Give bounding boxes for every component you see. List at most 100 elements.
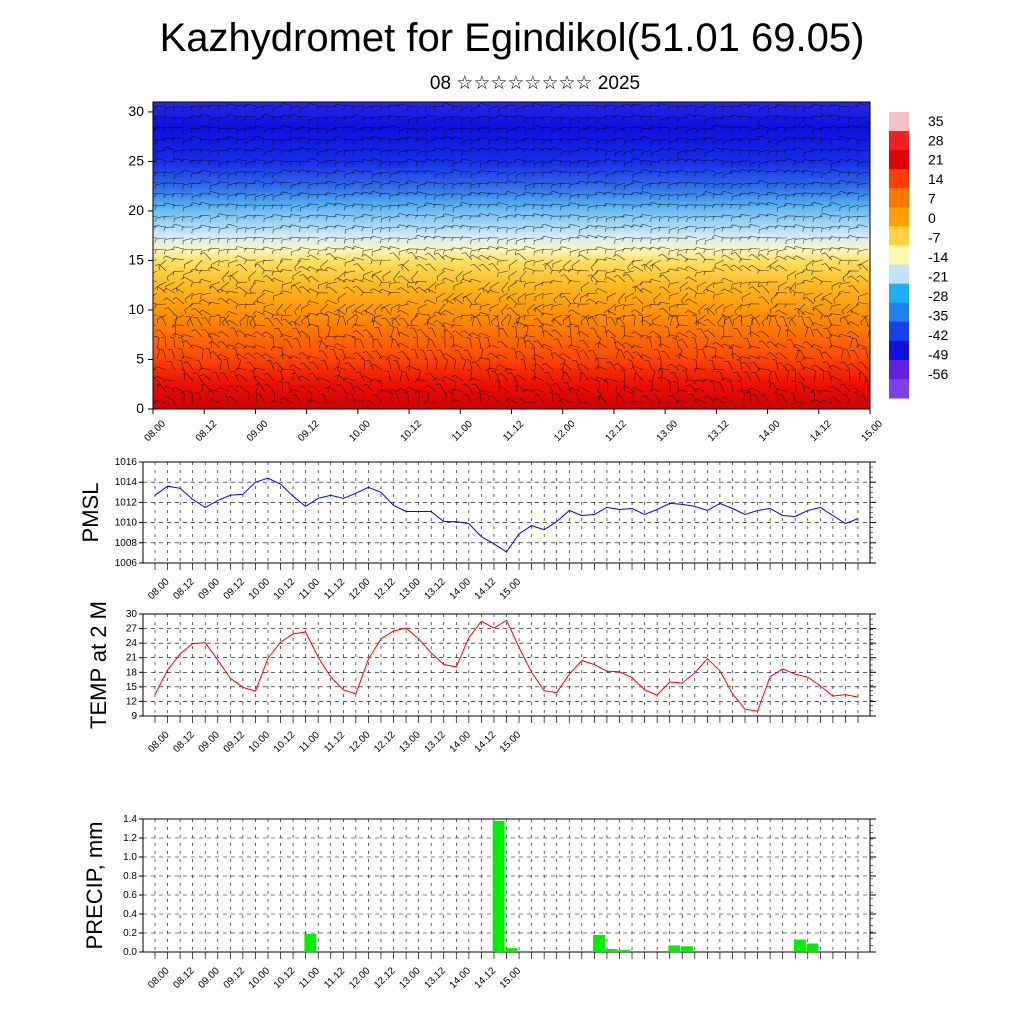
wind-barb: [219, 181, 230, 184]
precipPanel-y-tick-label: 0.6: [123, 890, 137, 901]
wind-barb-flag: [397, 162, 400, 167]
wind-barb: [345, 278, 356, 283]
wind-barb-flag: [442, 206, 445, 211]
wind-barb: [435, 281, 446, 286]
wind-barb-flag: [433, 320, 437, 323]
wind-barb-flag: [236, 218, 238, 223]
wind-barb: [302, 352, 311, 360]
wind-barb-flag: [145, 303, 147, 307]
wind-barb: [453, 344, 464, 349]
wind-barb-flag: [405, 180, 409, 184]
wind-barb-flag: [280, 315, 283, 320]
wind-barb-flag: [388, 139, 391, 144]
wind-barb: [400, 309, 410, 316]
wind-barb: [426, 247, 437, 250]
wind-barb-flag: [182, 130, 184, 135]
wind-barb-flag: [279, 115, 283, 119]
wind-barb-flag: [181, 249, 184, 254]
wind-barb-flag: [469, 226, 472, 231]
wind-barb: [452, 392, 455, 404]
wind-barb-flag: [318, 350, 323, 352]
wind-barb: [444, 182, 455, 185]
wind-barb-flag: [325, 237, 328, 242]
wind-barb-flag: [423, 170, 427, 175]
wind-barb: [428, 281, 437, 289]
wind-barb-flag: [406, 106, 409, 111]
wind-barb: [345, 259, 356, 263]
wind-barb-flag: [199, 139, 202, 144]
wind-barb: [408, 237, 419, 240]
wind-barb: [413, 327, 419, 338]
wind-barb-flag: [145, 279, 148, 282]
wind-barb-flag: [199, 309, 203, 313]
wind-barb-flag: [182, 107, 184, 112]
wind-barb: [215, 371, 221, 382]
wind-barb-flag: [198, 125, 202, 130]
wind-barb-flag: [423, 299, 428, 303]
wind-barb-flag: [405, 191, 409, 196]
wind-barb: [453, 324, 464, 327]
wind-barb-flag: [163, 137, 166, 142]
wind-barb-flag: [398, 152, 400, 157]
wind-barb: [266, 275, 275, 283]
wind-barb-flag: [380, 207, 382, 212]
wind-barb: [396, 360, 401, 371]
wind-barb: [355, 303, 365, 310]
wind-barb: [153, 193, 158, 195]
wind-barb-flag: [291, 368, 296, 372]
wind-barb: [291, 114, 302, 118]
wind-barb: [417, 390, 428, 393]
wind-barb-flag: [199, 106, 202, 111]
wind-barb-flag: [432, 147, 436, 152]
wind-barb-flag: [198, 299, 203, 303]
wind-barb-flag: [255, 379, 259, 383]
wind-barb-flag: [146, 217, 147, 221]
wind-barb: [396, 327, 401, 338]
wind-barb: [374, 274, 383, 283]
wind-barb-flag: [216, 314, 221, 317]
wind-barb-flag: [351, 203, 355, 208]
wind-barb-flag: [478, 127, 481, 133]
wind-barb-flag: [217, 353, 221, 357]
wind-barb-flag: [324, 247, 328, 252]
wind-barb: [362, 292, 374, 294]
wind-barb-flag: [379, 282, 382, 287]
wind-barb: [153, 335, 158, 338]
wind-barb: [309, 127, 320, 130]
wind-barb-flag: [333, 277, 338, 281]
wind-barb: [354, 203, 365, 206]
wind-barb: [270, 360, 275, 371]
wind-barb: [255, 125, 266, 129]
wind-barb: [428, 263, 437, 272]
wind-barb: [156, 157, 167, 162]
wind-barb: [175, 287, 185, 294]
wind-barb-flag: [253, 390, 258, 394]
wind-barb-flag: [451, 106, 454, 111]
wind-barb-flag: [470, 240, 472, 245]
wind-barb: [255, 159, 266, 162]
colorbar-label: 35: [928, 113, 944, 129]
wind-barb: [247, 352, 257, 360]
wind-barb-flag: [253, 352, 258, 355]
wind-barb-flag: [263, 174, 265, 179]
wind-barb: [255, 344, 266, 349]
wind-barb: [471, 105, 482, 109]
wind-barb-flag: [153, 366, 157, 370]
wind-barb-flag: [342, 246, 346, 250]
wind-barb: [210, 116, 221, 120]
wind-barb-flag: [423, 358, 428, 361]
wind-barb-flag: [424, 252, 429, 256]
wind-barb: [426, 322, 437, 327]
wind-barb: [255, 226, 266, 230]
wind-barb: [372, 236, 383, 239]
wind-barb: [345, 182, 356, 186]
wind-barb-flag: [393, 278, 396, 283]
wind-barb-flag: [190, 303, 193, 308]
wind-barb-flag: [279, 181, 283, 186]
wind-barb: [255, 116, 266, 121]
wind-barb: [435, 215, 446, 219]
wind-barb: [176, 297, 185, 305]
tempPanel-x-tick-label: 13.00: [397, 729, 423, 755]
wind-barb: [327, 247, 338, 250]
wind-barb-flag: [146, 161, 148, 165]
